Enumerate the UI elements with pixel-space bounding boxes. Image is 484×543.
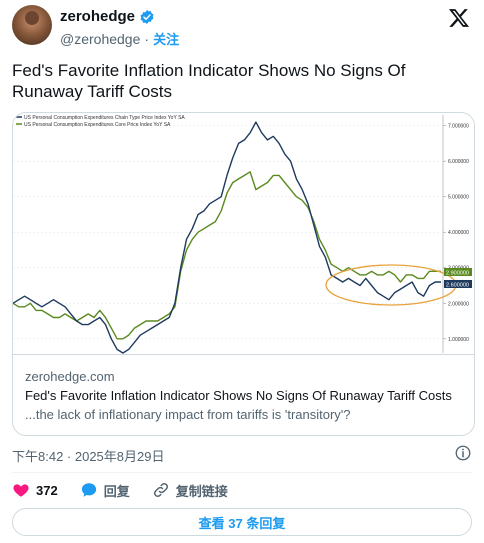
tweet-header: zerohedge @zerohedge · 关注 [12, 5, 472, 49]
card-description: ...the lack of inflationary impact from … [25, 407, 351, 422]
likes-count: 372 [36, 482, 58, 498]
copy-link-button[interactable]: 复制链接 [152, 481, 228, 500]
display-name[interactable]: zerohedge [60, 8, 136, 25]
card-domain: zerohedge.com [25, 369, 115, 384]
chart-image: 7.0000006.0000005.0000004.0000003.000000… [13, 113, 474, 355]
link-card[interactable]: 7.0000006.0000005.0000004.0000003.000000… [12, 112, 475, 436]
timestamp[interactable]: 下午8:42 · 2025年8月29日 [12, 449, 165, 464]
like-button[interactable]: 372 [12, 481, 58, 499]
core-value-label: 2.900000 [446, 271, 469, 277]
card-title: Fed's Favorite Inflation Indicator Shows… [25, 388, 452, 403]
reply-label: 回复 [103, 483, 130, 499]
y-tick-label: 5.000000 [448, 195, 469, 201]
y-tick-label: 6.000000 [448, 159, 469, 165]
legend-core: US Personal Consumption Expenditures Cor… [24, 122, 171, 128]
headline-value-box [444, 280, 472, 288]
avatar[interactable] [12, 5, 52, 45]
chart-legend: US Personal Consumption Expenditures Cha… [16, 115, 185, 128]
y-tick-label: 4.000000 [448, 230, 469, 236]
author-name-row: zerohedge [60, 8, 155, 25]
core-value-box [444, 268, 472, 276]
handle[interactable]: @zerohedge [60, 30, 141, 47]
headline-pce-line [13, 121, 441, 354]
legend-headline: US Personal Consumption Expenditures Cha… [24, 115, 185, 121]
info-icon[interactable] [454, 444, 472, 462]
y-tick-label: 1.000000 [448, 337, 469, 343]
y-tick-label: 2.000000 [448, 301, 469, 307]
verified-badge-icon [140, 9, 154, 24]
chart-lines [13, 121, 441, 354]
x-logo-icon[interactable] [448, 7, 470, 29]
divider [12, 472, 472, 473]
core-pce-line [13, 171, 441, 340]
view-replies-button[interactable]: 查看 37 条回复 [12, 508, 472, 536]
headline-value-label: 2.600000 [446, 283, 469, 289]
inflation-chart: 7.0000006.0000005.0000004.0000003.000000… [13, 113, 474, 354]
y-tick-label: 7.000000 [448, 124, 469, 130]
speech-bubble-icon [81, 483, 96, 497]
copy-link-label: 复制链接 [175, 483, 228, 499]
separator: · [144, 30, 150, 47]
value-labels: 2.900000 2.600000 [444, 268, 472, 289]
link-icon [153, 482, 168, 498]
tweet-text: Fed's Favorite Inflation Indicator Shows… [12, 61, 406, 101]
heart-icon [13, 484, 29, 497]
action-bar: 372 回复 复制链接 [12, 480, 472, 500]
follow-button[interactable]: 关注 [153, 32, 180, 47]
handle-row: @zerohedge · 关注 [60, 29, 179, 48]
reply-button[interactable]: 回复 [80, 481, 130, 500]
chart-grid [13, 125, 441, 340]
card-info: zerohedge.com Fed's Favorite Inflation I… [25, 369, 465, 422]
